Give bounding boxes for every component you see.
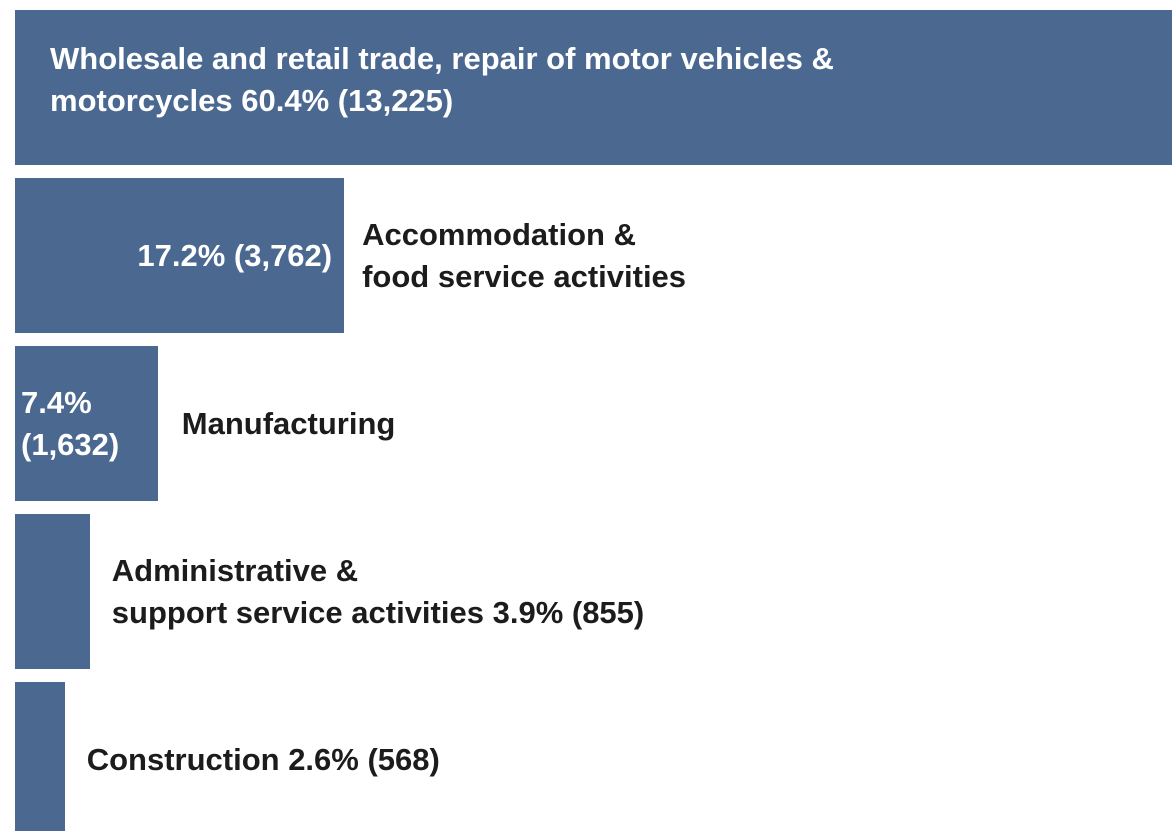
bar-label: Wholesale and retail trade, repair of mo… <box>50 10 1147 165</box>
value-label: 17.2% (3,762) <box>137 237 333 273</box>
category-label: Manufacturing <box>181 405 396 441</box>
category-label: Accommodation & food service activities <box>362 216 687 294</box>
category-label: Wholesale and retail trade, repair of mo… <box>50 41 834 118</box>
category-label: Construction <box>86 741 280 777</box>
bar <box>15 10 1172 165</box>
bar-label: Accommodation & food service activities <box>362 178 962 333</box>
bar-label: Construction 2.6% (568) <box>87 682 987 831</box>
bar <box>15 346 158 501</box>
value-label: 60.4% (13,225) <box>241 82 454 118</box>
label-group: Administrative & support service activit… <box>112 550 644 634</box>
bar <box>15 682 65 831</box>
bar-label: Manufacturing <box>182 346 782 501</box>
value-label: 3.9% (855) <box>492 594 645 630</box>
bar-label: Administrative & support service activit… <box>112 514 1012 669</box>
label-group: Construction 2.6% (568) <box>87 739 440 781</box>
bar <box>15 514 90 669</box>
value-label: 2.6% (568) <box>288 741 440 777</box>
bar <box>15 178 345 333</box>
value-label: 7.4% (1,632) <box>21 384 120 462</box>
category-label: Administrative & support service activit… <box>111 552 484 630</box>
bar-label: 17.2% (3,762) <box>21 178 332 333</box>
bar-label: 7.4% (1,632) <box>21 346 154 501</box>
